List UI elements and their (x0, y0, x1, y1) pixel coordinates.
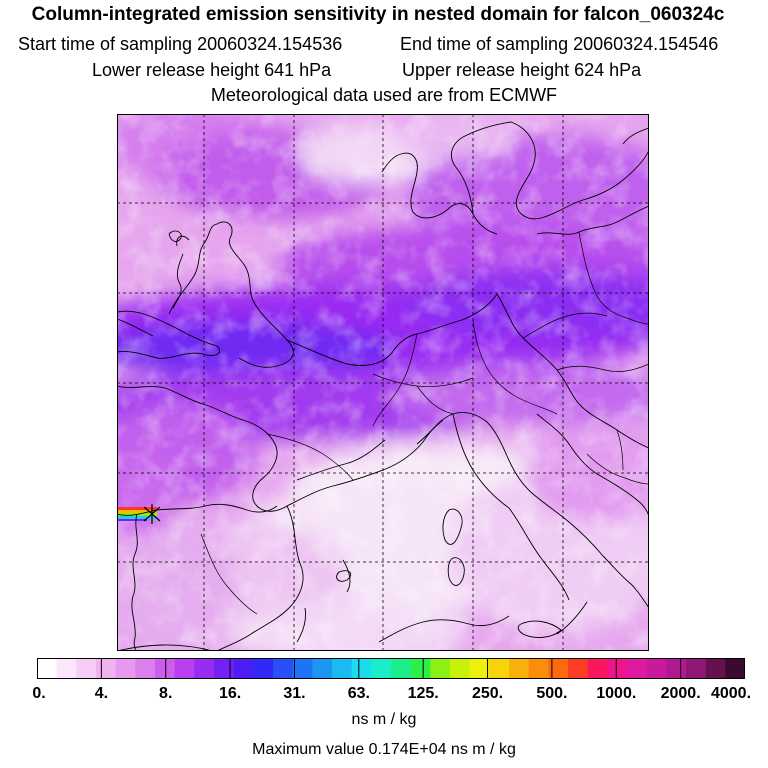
color-scale-swatch (391, 658, 412, 679)
color-scale-swatch (273, 658, 294, 679)
color-scale-tick-label: 2000. (660, 685, 701, 702)
plot-title: Column-integrated emission sensitivity i… (31, 4, 725, 25)
color-scale-swatch (430, 658, 451, 679)
sensitivity-map (117, 114, 649, 651)
color-scale-swatch (312, 658, 333, 679)
color-scale-swatch (509, 658, 530, 679)
color-scale-tick-label: 16. (218, 685, 242, 702)
color-scale-swatch (194, 658, 215, 679)
color-scale-swatch (469, 658, 490, 679)
color-scale-swatch (705, 658, 726, 679)
color-scale-swatch (450, 658, 471, 679)
units-label: ns m / kg (351, 711, 417, 728)
country-borders (200, 231, 649, 615)
color-scale-swatch (155, 658, 176, 679)
end-time-label: End time of sampling 20060324.154546 (400, 34, 719, 54)
color-scale-swatch (292, 658, 313, 679)
color-scale-swatch (646, 658, 667, 679)
lower-release-label: Lower release height 641 hPa (92, 60, 332, 80)
color-scale-swatch (371, 658, 392, 679)
color-scale-swatch (135, 658, 156, 679)
color-scale-swatch (37, 658, 58, 679)
color-scale-swatch (528, 658, 549, 679)
color-scale-swatch (253, 658, 274, 679)
color-scale-swatch (686, 658, 707, 679)
map-frame (117, 114, 649, 651)
color-scale-swatch (214, 658, 235, 679)
color-scale-frame (37, 658, 745, 679)
lat-lon-grid (117, 114, 649, 651)
coastlines (117, 121, 649, 651)
color-scale-tick-label: 250. (471, 685, 504, 702)
field-texture (117, 114, 649, 651)
color-scale-swatch (115, 658, 136, 679)
color-scale-swatch (174, 658, 195, 679)
color-scale-swatch (76, 658, 97, 679)
color-scale-swatch (489, 658, 510, 679)
maximum-value-label: Maximum value 0.174E+04 ns m / kg (252, 741, 516, 758)
color-scale-tick-label: 8. (159, 685, 173, 702)
color-scale-swatch (410, 658, 431, 679)
color-scale-swatch (548, 658, 569, 679)
start-time-label: Start time of sampling 20060324.154536 (18, 34, 343, 54)
color-scale-tick-label: 63. (347, 685, 370, 702)
color-scale-tick-label: 1000. (596, 685, 637, 702)
color-scale-tick-label: 4000. (710, 685, 752, 702)
color-scale-swatch (568, 658, 589, 679)
color-scale-swatch (666, 658, 687, 679)
color-scale-swatch (587, 658, 608, 679)
upper-release-label: Upper release height 624 hPa (402, 60, 642, 80)
color-scale-tick-label: 31. (283, 685, 306, 702)
color-scale-tick-label: 125. (407, 685, 439, 702)
color-scale-swatch (233, 658, 254, 679)
color-scale-swatch (607, 658, 628, 679)
color-scale-swatch (96, 658, 117, 679)
islands (336, 508, 562, 638)
color-scale-swatch (56, 658, 77, 679)
color-scale-swatch (351, 658, 372, 679)
meteo-source-label: Meteorological data used are from ECMWF (210, 85, 558, 105)
color-scale-tick-label: 4. (94, 685, 109, 702)
color-scale-tick-label: 500. (536, 685, 568, 702)
color-scale-swatch (725, 658, 745, 679)
color-scale-swatch (332, 658, 353, 679)
color-scale-swatch (627, 658, 648, 679)
color-scale-tick-label: 0. (32, 685, 46, 702)
color-scale-bar (37, 658, 745, 679)
